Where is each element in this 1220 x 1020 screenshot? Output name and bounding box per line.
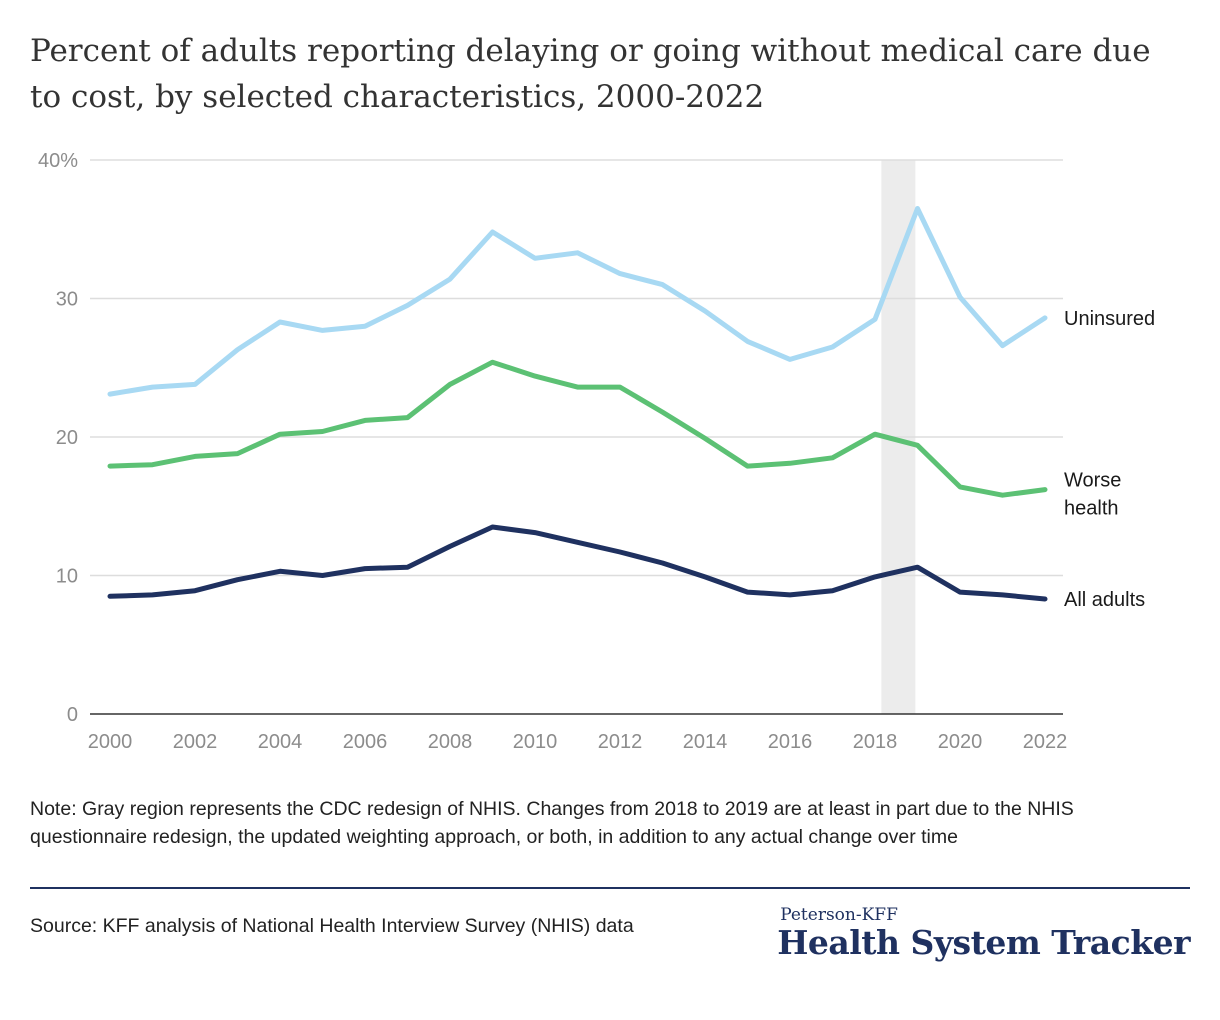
series-label-worse-health: health <box>1064 498 1119 520</box>
x-tick-label: 2008 <box>428 731 473 753</box>
x-tick-label: 2014 <box>683 731 728 753</box>
x-tick-label: 2022 <box>1023 731 1068 753</box>
chart-note: Note: Gray region represents the CDC red… <box>30 798 1074 848</box>
y-tick-label: 20 <box>56 427 78 449</box>
gridlines: 0 10 20 30 40% <box>38 150 1063 726</box>
series-label-uninsured: Uninsured <box>1064 308 1155 330</box>
series-label-worse-health: Worse <box>1064 470 1121 492</box>
y-tick-label: 40% <box>38 150 78 172</box>
series-lines <box>107 206 1048 602</box>
y-tick-label: 30 <box>56 289 78 311</box>
x-tick-label: 2006 <box>343 731 388 753</box>
x-tick-label: 2002 <box>173 731 218 753</box>
y-tick-label: 10 <box>56 566 78 588</box>
series-label-all-adults: All adults <box>1064 589 1145 611</box>
chart-source: Source: KFF analysis of National Health … <box>30 915 634 937</box>
x-tick-label: 2010 <box>513 731 558 753</box>
series-line-uninsured <box>107 206 1048 397</box>
x-axis: 2000 2002 2004 2006 2008 2010 2012 2014 2016 2018… <box>88 713 1068 753</box>
x-tick-label: 2004 <box>258 731 303 753</box>
x-tick-label: 2016 <box>768 731 813 753</box>
logo-main-text: Health System Tracker <box>777 923 1190 962</box>
x-tick-label: 2020 <box>938 731 983 753</box>
logo-top-text: Peterson-KFF <box>780 905 898 925</box>
x-tick-label: 2018 <box>853 731 898 753</box>
peterson-kff-logo[interactable]: Peterson-KFF Health System Tracker <box>777 905 1190 962</box>
divider <box>30 887 1190 889</box>
series-line-worse-health <box>107 359 1048 498</box>
chart-title: Percent of adults reporting delaying or … <box>30 33 1151 115</box>
series-line-all-adults <box>107 524 1048 602</box>
series-labels: Uninsured Worse health All adults <box>1064 308 1155 611</box>
x-tick-label: 2012 <box>598 731 643 753</box>
y-tick-label: 0 <box>67 704 78 726</box>
x-tick-label: 2000 <box>88 731 133 753</box>
